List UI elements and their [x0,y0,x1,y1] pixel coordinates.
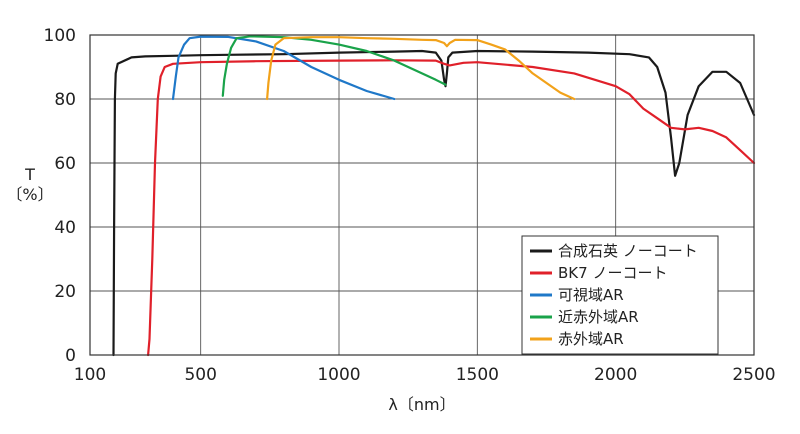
y-tick-label: 60 [54,154,76,174]
y-tick-label: 40 [54,218,76,238]
x-tick-label: 500 [184,365,216,385]
grid [90,35,754,355]
ticks: 100 500 1000 1500 2000 2500 0 20 40 60 80 100 [44,26,776,385]
y-tick-label: 100 [44,26,76,46]
series-line-2 [147,59,756,357]
y-axis-label: T [24,165,35,184]
legend-label: 赤外域AR [558,330,624,348]
series-line-3 [171,35,396,101]
x-tick-label: 100 [74,365,106,385]
plot-frame [89,34,755,356]
series-line-4 [221,35,447,97]
y-tick-label: 80 [54,90,76,110]
x-axis-label: λ〔nm〕 [388,395,455,414]
y-axis-unit: 〔%〕 [6,185,53,204]
x-tick-label: 2500 [732,365,775,385]
series-layer [112,35,756,357]
x-tick-label: 1000 [317,365,360,385]
legend-label: 可視域AR [558,286,624,304]
x-tick-label: 2000 [594,365,637,385]
legend-label: 合成石英 ノーコート [558,242,698,260]
series-line-5 [266,36,576,101]
legend-label: BK7 ノーコート [558,264,667,282]
y-tick-label: 0 [65,346,76,366]
y-tick-label: 20 [54,282,76,302]
legend-label: 近赤外域AR [558,308,639,326]
x-tick-label: 1500 [456,365,499,385]
legend-box [521,235,719,355]
series-line-1 [112,49,756,357]
